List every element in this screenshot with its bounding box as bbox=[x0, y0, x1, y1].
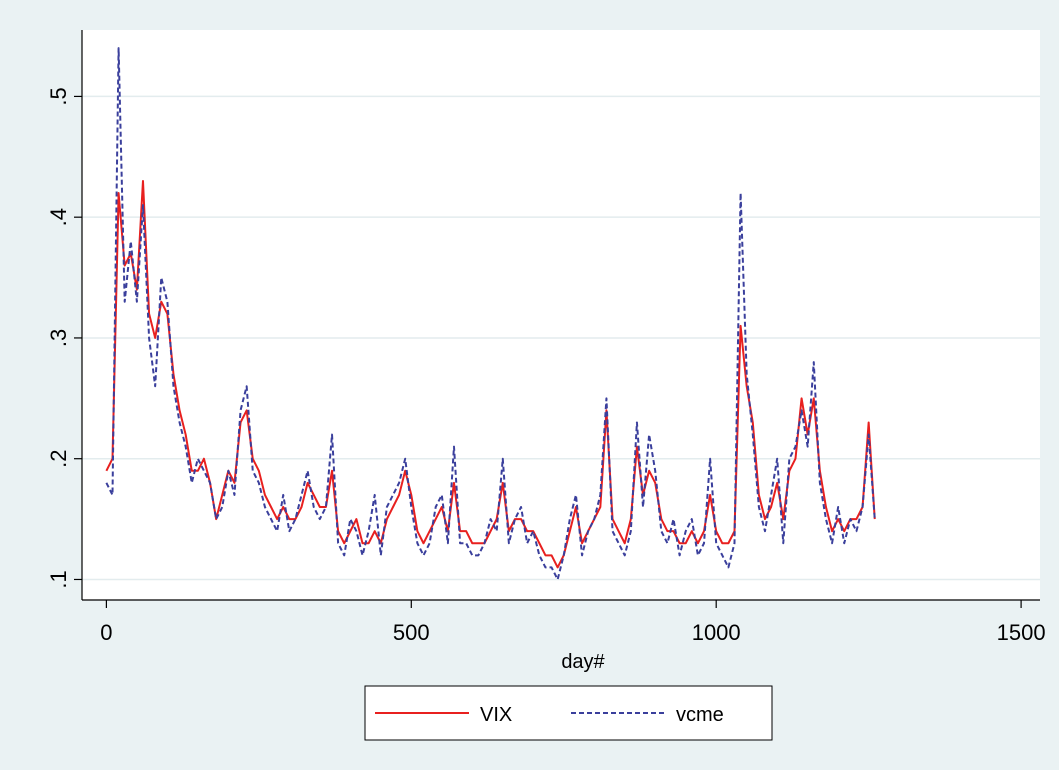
plot-area bbox=[82, 30, 1040, 600]
x-tick-label: 1500 bbox=[997, 620, 1046, 645]
x-tick-label: 0 bbox=[100, 620, 112, 645]
x-tick-label: 1000 bbox=[692, 620, 741, 645]
x-axis-title: day# bbox=[561, 651, 605, 673]
legend-label: VIX bbox=[480, 704, 512, 726]
y-tick-label: .5 bbox=[46, 87, 71, 105]
y-tick-label: .3 bbox=[46, 329, 71, 347]
y-tick-label: .2 bbox=[46, 450, 71, 468]
y-tick-label: .1 bbox=[46, 570, 71, 588]
legend-label: vcme bbox=[676, 704, 724, 726]
y-tick-label: .4 bbox=[46, 208, 71, 226]
series-line bbox=[105, 47, 876, 581]
series-line bbox=[105, 179, 876, 569]
x-tick-label: 500 bbox=[393, 620, 430, 645]
